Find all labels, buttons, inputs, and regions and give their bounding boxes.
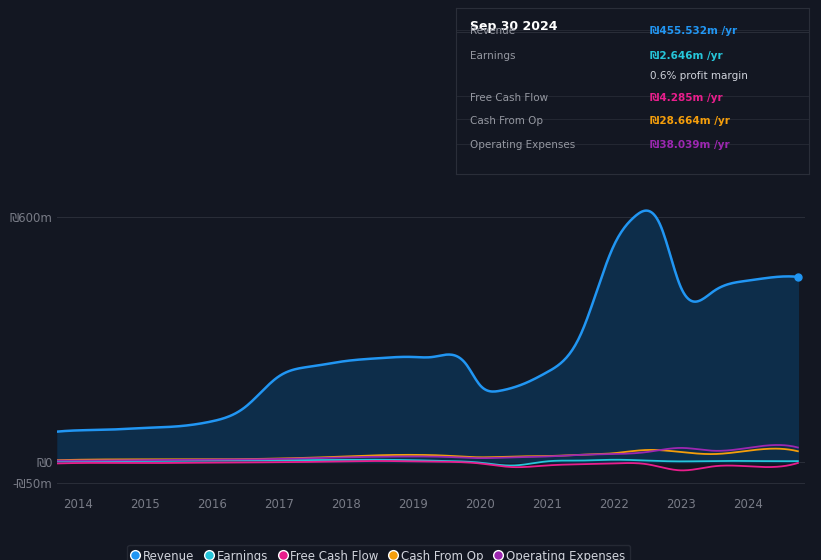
Text: ₪38.039m /yr: ₪38.039m /yr — [650, 141, 729, 151]
Text: Revenue: Revenue — [470, 26, 515, 36]
Text: ₪2.646m /yr: ₪2.646m /yr — [650, 52, 722, 61]
Text: ₪455.532m /yr: ₪455.532m /yr — [650, 26, 737, 36]
Text: ₪28.664m /yr: ₪28.664m /yr — [650, 116, 730, 125]
Text: Earnings: Earnings — [470, 52, 516, 61]
Text: Cash From Op: Cash From Op — [470, 116, 543, 125]
Text: 0.6% profit margin: 0.6% profit margin — [650, 71, 748, 81]
Text: ₪4.285m /yr: ₪4.285m /yr — [650, 92, 722, 102]
Text: Free Cash Flow: Free Cash Flow — [470, 92, 548, 102]
Legend: Revenue, Earnings, Free Cash Flow, Cash From Op, Operating Expenses: Revenue, Earnings, Free Cash Flow, Cash … — [127, 545, 630, 560]
Text: Operating Expenses: Operating Expenses — [470, 141, 575, 151]
Text: Sep 30 2024: Sep 30 2024 — [470, 20, 557, 33]
